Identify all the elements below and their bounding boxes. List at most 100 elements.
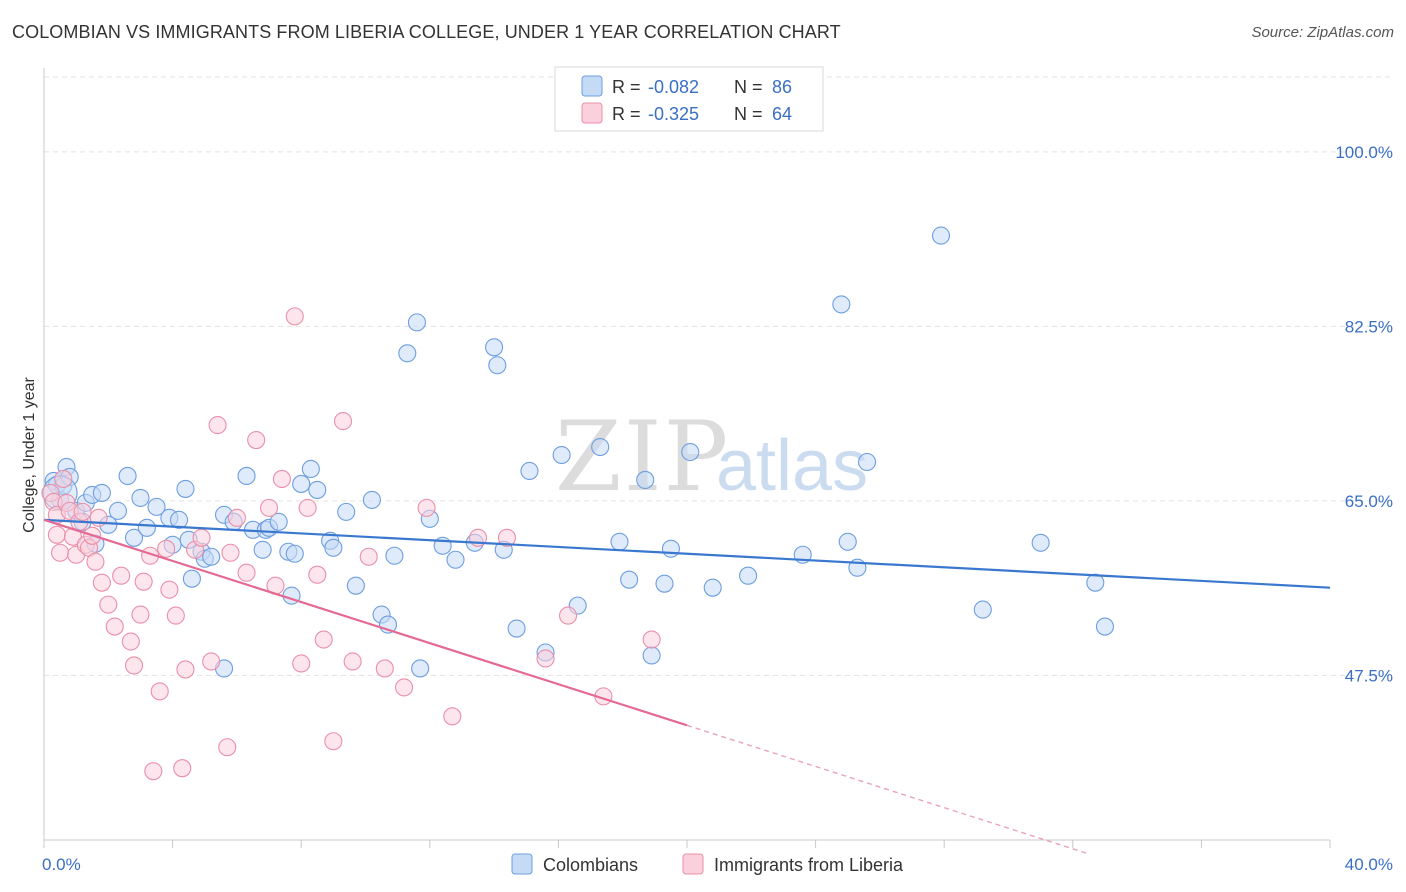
liberia-point [73,502,92,521]
liberia-point [192,528,211,547]
legend-r-value-colombians: -0.082 [648,77,699,97]
colombian-point [832,295,851,314]
colombian-point [308,480,327,499]
liberia-point [333,412,353,431]
bottom-legend-label-colombians: Colombians [543,855,638,875]
legend-n-label: N = [734,77,763,97]
colombian-point [681,442,700,462]
colombian-point [620,570,639,589]
x-axis-min-label: 0.0% [42,855,81,874]
liberia-point [642,630,661,649]
liberia-point [417,498,436,517]
liberia-point [173,759,192,778]
legend-swatch-colombians [581,75,603,97]
colombian-point [642,646,661,665]
colombian-point [838,532,857,551]
liberia-point [105,617,124,636]
colombian-point [1086,573,1105,592]
colombian-point [301,459,320,479]
legend-n-label: N = [734,104,763,124]
liberia-point [375,659,394,678]
y-tick-label: 65.0% [1345,492,1393,511]
watermark-zip: ZIP [555,401,730,513]
y-tick-label: 82.5% [1345,317,1393,336]
liberia-point [160,580,179,599]
legend-r-value-liberia: -0.325 [648,104,699,124]
liberia-point [221,543,240,562]
trend-lines [43,518,1331,855]
bottom-legend-swatch-liberia [682,853,704,875]
liberia-point [51,543,70,562]
colombian-point [636,470,655,490]
liberia-point [247,431,266,450]
y-axis-tick-labels: 47.5% 65.0% 82.5% 100.0% [1335,143,1393,686]
colombian-point [973,600,992,619]
y-axis-title: College, Under 1 year [21,377,38,533]
y-tick-label: 100.0% [1335,143,1393,162]
liberia-point [314,630,333,649]
colombian-point [253,540,272,559]
colombian-point [137,518,156,537]
colombian-point [124,528,144,547]
colombian-point [931,226,951,245]
liberia-point [99,595,118,614]
liberia-point [134,572,153,591]
colombian-point [292,474,311,493]
liberia-point [47,525,66,544]
series-liberia [41,307,661,781]
liberia-point [176,660,195,679]
liberia-point [166,606,185,625]
colombian-point [362,490,381,509]
colombian-point [92,483,111,502]
liberia-point [227,508,246,527]
chart-title: COLOMBIAN VS IMMIGRANTS FROM LIBERIA COL… [12,22,841,42]
colombian-point [147,497,166,516]
liberia-point [157,539,176,558]
colombian-point [446,550,465,569]
liberia-point [54,469,73,489]
trendline-liberia [43,518,688,727]
legend-r-label: R = [612,104,641,124]
liberia-point [395,678,414,697]
trendline-colombians [43,518,1331,589]
colombian-point [237,466,256,486]
colombian-point [108,501,127,520]
colombian-point [857,452,877,472]
liberia-point [536,649,555,668]
colombian-point [520,461,539,481]
colombian-point [407,313,426,332]
y-tick-label: 47.5% [1345,666,1393,685]
liberia-point [112,566,131,585]
colombian-point [1031,533,1050,552]
bottom-legend-label-liberia: Immigrants from Liberia [714,855,904,875]
legend-swatch-liberia [581,102,603,124]
bottom-legend-swatch-colombians [511,853,533,875]
watermark: ZIP atlas [555,401,868,513]
colombian-point [385,546,404,565]
colombian-point [337,502,356,521]
colombian-point [610,532,629,551]
liberia-point [237,563,256,582]
colombian-point [552,445,571,465]
colombian-point [285,544,304,563]
legend-n-value-colombians: 86 [772,77,792,97]
liberia-point [308,565,327,584]
bottom-legend: Colombians Immigrants from Liberia [511,853,904,875]
liberia-point [443,707,462,726]
colombian-point [591,437,610,457]
liberia-point [497,528,517,547]
liberia-point [298,498,317,517]
colombian-point [169,510,189,529]
liberia-point [208,416,227,435]
colombian-point [661,539,680,558]
liberia-point [144,762,163,781]
liberia-point [558,606,578,625]
liberia-point [202,652,221,671]
liberia-point [272,469,291,489]
colombian-point [182,569,201,588]
colombian-point [176,479,195,498]
x-axis-ticks [43,840,1331,848]
colombian-point [1095,617,1114,636]
colombian-point [269,512,288,531]
liberia-point [124,656,144,675]
